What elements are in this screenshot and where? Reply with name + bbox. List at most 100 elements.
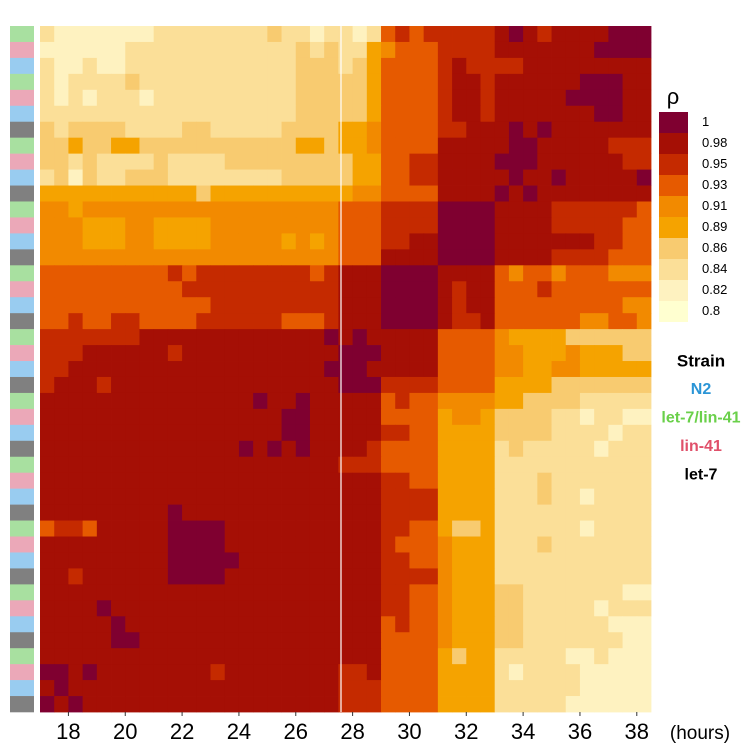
cell bbox=[281, 313, 297, 330]
cell bbox=[338, 472, 354, 490]
cell bbox=[68, 664, 84, 681]
cell bbox=[82, 313, 98, 330]
cell bbox=[153, 281, 169, 298]
cell bbox=[167, 26, 183, 43]
cell bbox=[551, 376, 567, 394]
cell bbox=[96, 169, 112, 186]
cell bbox=[139, 616, 155, 633]
cell bbox=[309, 632, 325, 649]
cell bbox=[338, 440, 354, 458]
cell bbox=[224, 361, 240, 378]
cell bbox=[281, 616, 297, 633]
cell bbox=[224, 169, 240, 186]
cell bbox=[253, 313, 268, 330]
cell bbox=[594, 329, 609, 346]
cell bbox=[210, 233, 226, 250]
cell bbox=[381, 26, 396, 43]
strain-stripe bbox=[10, 265, 34, 282]
cell bbox=[324, 297, 339, 314]
cell bbox=[167, 600, 183, 617]
cell bbox=[352, 616, 368, 633]
strain-stripe bbox=[10, 361, 34, 378]
cell bbox=[551, 584, 567, 601]
cell bbox=[594, 249, 609, 266]
cell bbox=[565, 648, 581, 665]
strain-stripe bbox=[10, 552, 34, 569]
cell bbox=[523, 696, 538, 713]
x-tick-label: 24 bbox=[227, 719, 251, 744]
cell bbox=[267, 345, 282, 362]
cell bbox=[54, 57, 69, 75]
cell bbox=[338, 376, 354, 394]
cell bbox=[224, 57, 240, 75]
cell bbox=[537, 281, 552, 298]
cell bbox=[523, 376, 538, 394]
cell bbox=[253, 376, 268, 394]
cell bbox=[40, 137, 55, 155]
cell bbox=[309, 233, 325, 250]
cell bbox=[508, 568, 524, 585]
cell bbox=[381, 281, 396, 298]
cell bbox=[551, 105, 567, 123]
cell bbox=[466, 26, 481, 43]
cell bbox=[594, 408, 609, 426]
cell bbox=[40, 361, 55, 378]
cell bbox=[125, 281, 140, 298]
cell bbox=[139, 153, 155, 170]
cell bbox=[167, 488, 183, 506]
cell bbox=[309, 520, 325, 537]
cell bbox=[96, 329, 112, 346]
cell bbox=[366, 696, 382, 713]
cell bbox=[210, 297, 226, 314]
cell bbox=[352, 361, 368, 378]
cell bbox=[82, 696, 98, 713]
cell bbox=[238, 41, 254, 59]
cell bbox=[224, 408, 240, 426]
cell bbox=[622, 345, 638, 362]
cell bbox=[437, 520, 453, 537]
cell bbox=[466, 664, 481, 681]
cell bbox=[523, 616, 538, 633]
cell bbox=[409, 73, 425, 91]
cell bbox=[139, 696, 155, 713]
cell bbox=[381, 648, 396, 665]
cell bbox=[96, 696, 112, 713]
cell bbox=[423, 137, 439, 155]
cell bbox=[68, 281, 84, 298]
cell bbox=[139, 73, 155, 91]
cell bbox=[480, 568, 496, 585]
cell bbox=[437, 536, 453, 553]
cell bbox=[295, 504, 311, 521]
cell bbox=[537, 89, 552, 107]
cell bbox=[96, 600, 112, 617]
cell bbox=[466, 233, 481, 250]
cell bbox=[366, 121, 382, 139]
cell bbox=[366, 376, 382, 394]
cell bbox=[395, 329, 410, 346]
cell bbox=[437, 105, 453, 123]
cell bbox=[153, 376, 169, 394]
cell bbox=[338, 121, 354, 139]
cell bbox=[68, 265, 84, 282]
cell bbox=[182, 472, 197, 490]
cell bbox=[480, 185, 496, 202]
cell bbox=[82, 169, 98, 186]
strain-stripe bbox=[10, 313, 34, 330]
cell bbox=[167, 121, 183, 139]
cell bbox=[622, 329, 638, 346]
cell bbox=[551, 153, 567, 170]
cell bbox=[452, 648, 467, 665]
cell bbox=[395, 664, 410, 681]
cell bbox=[551, 504, 567, 521]
cell bbox=[196, 345, 211, 362]
cell bbox=[381, 57, 396, 75]
cell bbox=[224, 265, 240, 282]
cell bbox=[309, 345, 325, 362]
cell bbox=[523, 217, 538, 234]
cell bbox=[366, 297, 382, 314]
cell bbox=[338, 89, 354, 107]
cell bbox=[494, 26, 510, 43]
cell bbox=[153, 329, 169, 346]
cell bbox=[68, 472, 84, 490]
cell bbox=[622, 424, 638, 442]
